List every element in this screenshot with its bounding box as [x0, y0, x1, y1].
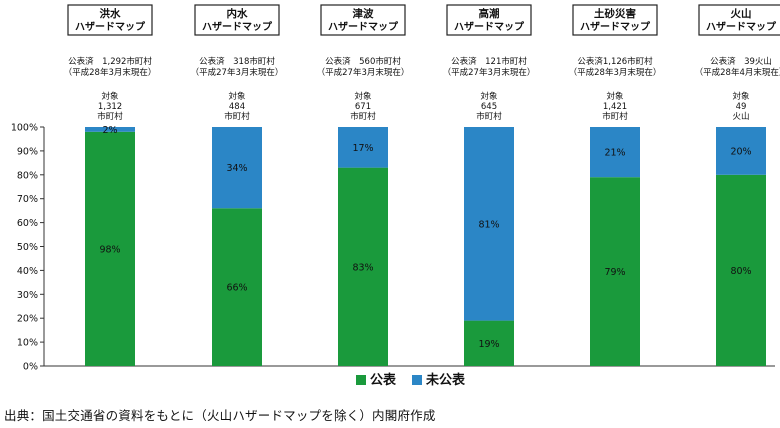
published-date-label: （平成28年4月末現在） — [695, 67, 780, 78]
category-header-label: ハザードマップ — [454, 20, 525, 33]
target-label: 対象 — [354, 91, 372, 102]
target-unit-label: 市町村 — [97, 111, 123, 122]
published-date-label: （平成27年3月末現在） — [443, 67, 536, 78]
bar-value-label: 83% — [352, 262, 373, 273]
target-count-label: 484 — [229, 102, 245, 112]
published-count-label: 公表済 39火山 — [710, 56, 772, 67]
y-tick-label: 30% — [17, 290, 38, 301]
bar-value-label: 2% — [102, 125, 117, 136]
published-count-label: 公表済 121市町村 — [451, 56, 527, 67]
published-date-label: （平成27年3月末現在） — [317, 67, 410, 78]
legend-label: 未公表 — [425, 372, 466, 388]
published-date-label: （平成27年3月末現在） — [191, 67, 284, 78]
category-header-label: ハザードマップ — [202, 20, 273, 33]
category-header-label: ハザードマップ — [580, 20, 651, 33]
y-tick-label: 10% — [17, 338, 38, 349]
published-count-label: 公表済 1,292市町村 — [68, 56, 152, 67]
source-note: 出典：国土交通省の資料をもとに（火山ハザードマップを除く）内閣府作成 — [4, 408, 436, 423]
legend-label: 公表 — [370, 372, 397, 388]
y-tick-label: 60% — [17, 218, 38, 229]
bar-published — [338, 167, 388, 366]
category-header-box — [572, 4, 658, 36]
y-tick-label: 20% — [17, 314, 38, 325]
bar-published — [590, 177, 640, 366]
legend-swatch — [356, 375, 366, 385]
category-header-label: 津波 — [353, 7, 374, 20]
category-header-box — [698, 4, 780, 36]
category-header-label: ハザードマップ — [706, 20, 777, 33]
category-header-label: 洪水 — [100, 7, 121, 20]
target-unit-label: 火山 — [732, 111, 749, 122]
published-count-label: 公表済 318市町村 — [199, 56, 275, 67]
target-unit-label: 市町村 — [602, 111, 628, 122]
target-count-label: 1,421 — [603, 102, 627, 112]
bar-unpublished — [338, 127, 388, 168]
bar-value-label: 79% — [604, 267, 625, 278]
legend-swatch — [412, 375, 422, 385]
target-unit-label: 市町村 — [476, 111, 502, 122]
category-header-box — [320, 4, 406, 36]
bar-published — [464, 320, 514, 366]
category-header-box — [446, 4, 532, 36]
bar-unpublished — [590, 127, 640, 178]
bar-value-label: 81% — [478, 219, 499, 230]
published-date-label: （平成28年3月末現在） — [569, 67, 662, 78]
bar-value-label: 20% — [730, 146, 751, 157]
target-label: 対象 — [480, 91, 498, 102]
bar-published — [212, 208, 262, 366]
published-date-label: （平成28年3月末現在） — [64, 67, 157, 78]
y-tick-label: 90% — [17, 146, 38, 157]
target-count-label: 671 — [355, 102, 371, 112]
bar-value-label: 98% — [99, 244, 120, 255]
bar-value-label: 66% — [226, 283, 247, 294]
y-tick-label: 50% — [17, 242, 38, 253]
y-tick-label: 70% — [17, 194, 38, 205]
bar-value-label: 17% — [352, 143, 373, 154]
category-header-label: ハザードマップ — [328, 20, 399, 33]
bar-unpublished — [212, 127, 262, 209]
published-count-label: 公表済1,126市町村 — [577, 56, 653, 67]
bar-unpublished — [85, 127, 135, 132]
target-unit-label: 市町村 — [224, 111, 250, 122]
y-tick-label: 0% — [23, 362, 38, 373]
bar-published — [716, 174, 766, 366]
target-count-label: 645 — [481, 102, 497, 112]
target-label: 対象 — [101, 91, 119, 102]
target-count-label: 49 — [736, 102, 747, 112]
category-header-box — [67, 4, 153, 36]
target-count-label: 1,312 — [98, 102, 122, 112]
category-header-label: 火山 — [731, 7, 752, 20]
category-header-box — [194, 4, 280, 36]
category-header-label: 内水 — [227, 7, 248, 20]
category-header-label: ハザードマップ — [75, 20, 146, 33]
bar-published — [85, 131, 135, 366]
bar-value-label: 80% — [730, 266, 751, 277]
target-unit-label: 市町村 — [350, 111, 376, 122]
category-header-label: 高潮 — [479, 7, 500, 20]
target-label: 対象 — [732, 91, 750, 102]
target-label: 対象 — [228, 91, 246, 102]
y-tick-label: 100% — [11, 123, 38, 134]
y-tick-label: 40% — [17, 266, 38, 277]
bar-value-label: 21% — [604, 148, 625, 159]
category-header-label: 土砂災害 — [594, 7, 636, 20]
bar-unpublished — [464, 127, 514, 321]
bar-value-label: 19% — [478, 339, 499, 350]
published-count-label: 公表済 560市町村 — [325, 56, 401, 67]
bar-unpublished — [716, 127, 766, 175]
bar-value-label: 34% — [226, 163, 247, 174]
target-label: 対象 — [606, 91, 624, 102]
y-tick-label: 80% — [17, 170, 38, 181]
